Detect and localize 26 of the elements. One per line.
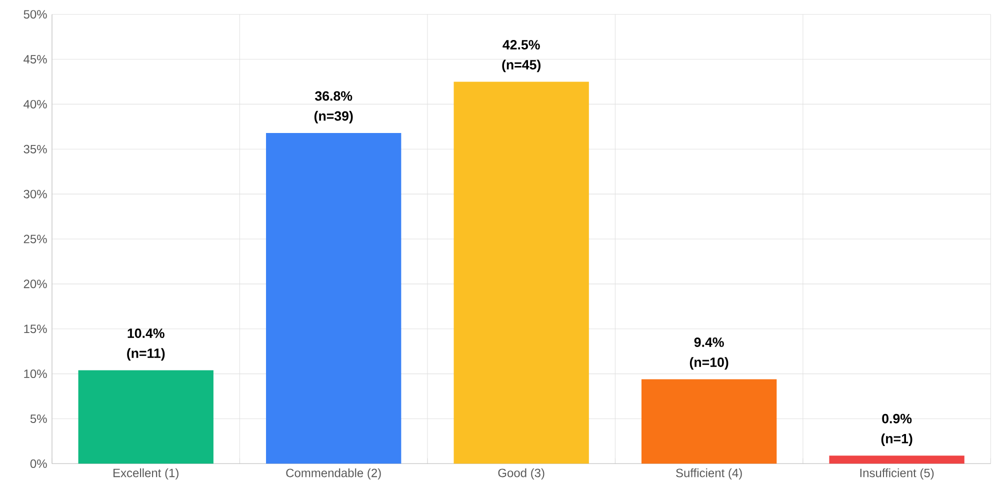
x-tick-label: Sufficient (4) bbox=[676, 468, 742, 480]
bar bbox=[78, 370, 214, 464]
data-label: 10.4% (n=11) bbox=[127, 328, 165, 361]
y-tick-label: 50% bbox=[24, 10, 47, 19]
bar bbox=[641, 379, 777, 464]
x-tick-label: Excellent (1) bbox=[114, 468, 178, 480]
x-tick-label: Commendable (2) bbox=[286, 468, 381, 480]
y-tick-label: 25% bbox=[24, 234, 47, 244]
y-tick-label: 10% bbox=[24, 370, 47, 378]
data-label: 0.9% (n=1) bbox=[881, 414, 912, 446]
x-tick-label: Good (3) bbox=[498, 468, 544, 480]
y-tick-label: 5% bbox=[30, 414, 47, 423]
data-label: 42.5% (n=45) bbox=[502, 40, 540, 72]
y-tick-label: 40% bbox=[24, 100, 47, 108]
y-tick-label: 20% bbox=[24, 280, 47, 288]
y-tick-label: 0% bbox=[30, 459, 47, 468]
y-tick-label: 15% bbox=[24, 324, 47, 334]
y-tick-label: 35% bbox=[24, 144, 47, 154]
x-tick-label: Insufficient (5) bbox=[860, 468, 934, 480]
bar bbox=[266, 132, 402, 464]
y-tick-label: 45% bbox=[24, 55, 47, 64]
bar bbox=[829, 456, 964, 464]
data-label: 36.8% (n=39) bbox=[314, 91, 353, 124]
y-tick-label: 30% bbox=[24, 190, 47, 198]
data-label: 9.4% (n=10) bbox=[690, 338, 728, 370]
bar bbox=[454, 82, 589, 464]
